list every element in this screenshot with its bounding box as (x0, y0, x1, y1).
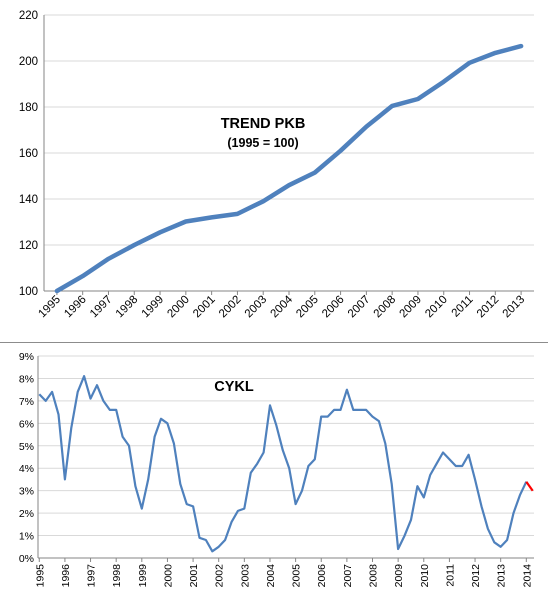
trend-chart-title: TREND PKB (221, 116, 306, 132)
x-tick-label: 2008 (368, 564, 380, 588)
x-tick-label: 2004 (265, 564, 277, 588)
x-tick-label: 2012 (470, 564, 482, 588)
y-tick-label: 1% (19, 531, 34, 543)
x-tick-label: 2001 (191, 294, 218, 321)
x-tick-label: 1995 (36, 294, 63, 321)
x-tick-label: 2001 (188, 564, 200, 588)
x-tick-label: 2003 (243, 294, 270, 321)
x-tick-label: 1998 (111, 564, 123, 588)
x-tick-label: 1999 (140, 294, 167, 321)
trend-chart: 100 120 140 160 180 200 220 1995 1996 1997 1998 19… (19, 10, 534, 321)
x-tick-label: 2002 (217, 294, 244, 321)
x-tick-label: 1995 (34, 564, 46, 588)
x-tick-label: 2011 (444, 564, 456, 587)
y-tick-label: 180 (19, 102, 38, 114)
x-tick-label: 2005 (294, 294, 321, 321)
y-tick-label: 2% (19, 508, 34, 520)
y-tick-label: 4% (19, 463, 34, 475)
cycle-chart-title: CYKL (214, 379, 254, 395)
trend-chart-subtitle: (1995 = 100) (227, 136, 298, 150)
x-tick-label: 2010 (419, 564, 431, 588)
x-tick-label: 2013 (496, 564, 508, 588)
y-tick-label: 6% (19, 418, 34, 430)
y-tick-label: 140 (19, 194, 38, 206)
y-tick-label: 5% (19, 441, 34, 453)
y-tick-label: 220 (19, 10, 38, 22)
y-tick-label: 3% (19, 486, 34, 498)
x-tick-label: 2000 (162, 564, 174, 588)
y-tick-label: 0% (19, 553, 34, 565)
cycle-series-line (38, 375, 528, 553)
y-tick-label: 7% (19, 396, 34, 408)
x-tick-label: 2009 (397, 294, 424, 321)
cycle-chart-panel: 0% 1% 2% 3% 4% 5% 6% 7% 8% 9% 1995 1996 1997 1998 199… (0, 342, 548, 600)
x-tick-label: 2013 (501, 294, 528, 321)
trend-series-line (54, 43, 524, 294)
cycle-chart: 0% 1% 2% 3% 4% 5% 6% 7% 8% 9% 1995 1996 1997 1998 199… (19, 351, 534, 588)
x-tick-label: 1999 (137, 564, 149, 588)
trend-chart-panel: 100 120 140 160 180 200 220 1995 1996 1997 1998 19… (18, 10, 534, 321)
x-tick-label: 1997 (88, 294, 115, 321)
x-tick-label: 2007 (342, 564, 354, 588)
x-tick-label: 2007 (346, 294, 373, 321)
x-tick-label: 2004 (269, 293, 296, 320)
x-tick-label: 2006 (320, 294, 347, 321)
x-tick-label: 2011 (450, 294, 476, 320)
y-tick-label: 200 (19, 56, 38, 68)
x-tick-label: 1996 (62, 294, 89, 321)
y-tick-label: 120 (19, 240, 38, 252)
y-tick-label: 100 (19, 286, 38, 298)
x-tick-label: 2003 (239, 564, 251, 588)
x-tick-label: 2010 (423, 294, 450, 321)
y-tick-label: 160 (19, 148, 38, 160)
x-tick-label: 2012 (475, 294, 502, 321)
x-tick-label: 1996 (60, 564, 72, 588)
x-tick-label: 1997 (86, 564, 98, 588)
x-tick-label: 1998 (114, 294, 141, 321)
x-tick-label: 2014 (521, 564, 533, 588)
y-tick-label: 9% (19, 351, 34, 363)
x-tick-label: 2002 (214, 564, 226, 588)
x-tick-label: 2005 (291, 564, 303, 588)
x-tick-label: 2000 (165, 294, 192, 321)
x-tick-label: 2006 (316, 564, 328, 588)
x-tick-label: 2008 (372, 294, 399, 321)
y-tick-label: 8% (19, 373, 34, 385)
cycle-forecast-line (525, 481, 534, 492)
x-tick-label: 2009 (393, 564, 405, 588)
